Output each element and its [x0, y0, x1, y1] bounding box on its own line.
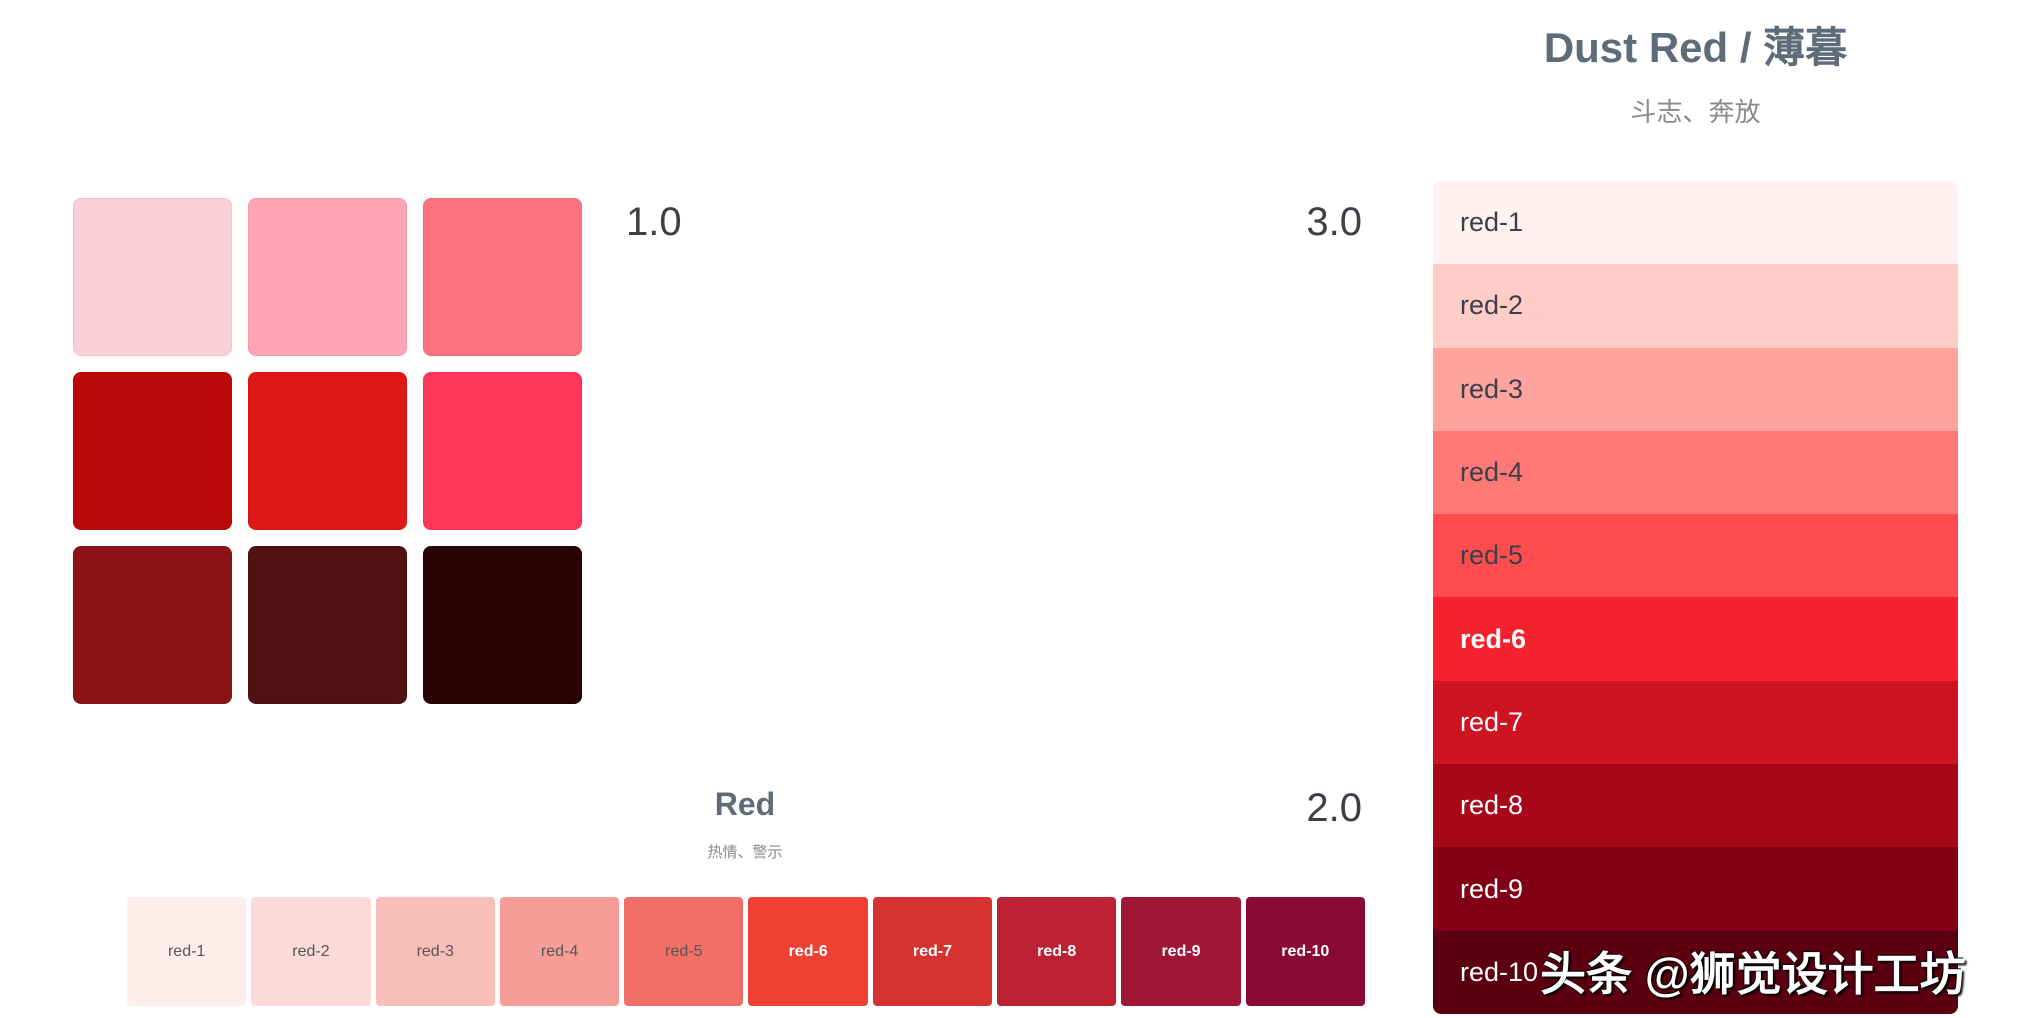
red-section-title: Red: [714, 786, 776, 822]
swatch-label: red-3: [416, 942, 454, 960]
palette-subtitle: 斗志、奔放: [1630, 97, 1761, 127]
version-label-3: 3.0: [1306, 200, 1362, 244]
watermark: 头条 @狮觉设计工坊: [1540, 948, 1966, 1000]
swatch-label: red-2: [292, 942, 330, 960]
palette-row-label: red-7: [1460, 706, 1524, 737]
palette-row: red-2: [1433, 264, 1958, 348]
palette-row-label: red-1: [1460, 207, 1524, 238]
swatch: red-1: [127, 897, 247, 1006]
red-swatch-strip: red-1 red-2 red-3 red-4 red-5 red-6 red-…: [127, 897, 1365, 1006]
swatch: red-9: [1121, 897, 1241, 1006]
swatch-label: red-1: [167, 942, 206, 960]
swatch-label: red-4: [540, 942, 579, 960]
color-square: [73, 372, 232, 530]
palette-row-label: red-4: [1460, 457, 1524, 488]
palette-row: red-5: [1433, 514, 1958, 598]
swatch: red-4: [499, 897, 620, 1006]
palette-row-primary: red-6: [1433, 597, 1958, 681]
swatch-label: red-6: [788, 942, 828, 960]
swatch: red-3: [375, 897, 495, 1006]
color-square: [423, 372, 582, 530]
swatch: red-6: [748, 897, 868, 1006]
swatch-label: red-5: [665, 942, 703, 960]
palette-row: red-9: [1433, 847, 1958, 931]
color-square: [248, 198, 407, 356]
palette-row-label: red-2: [1460, 290, 1524, 321]
swatch: red-7: [872, 897, 993, 1006]
palette-row-label: red-8: [1460, 790, 1524, 821]
palette-row-label: red-9: [1460, 873, 1524, 904]
version-label-2: 2.0: [1306, 786, 1362, 830]
palette-row-label: red-3: [1460, 373, 1524, 404]
version-label-1: 1.0: [626, 200, 682, 244]
color-square: [423, 546, 582, 704]
palette-row-label: red-10: [1460, 956, 1539, 987]
swatch: red-8: [997, 897, 1117, 1006]
color-square: [73, 546, 232, 704]
palette-title: Dust Red / 薄暮: [1543, 24, 1848, 71]
swatch: red-10: [1245, 897, 1365, 1006]
palette-row-label: red-6: [1460, 623, 1527, 654]
swatch-label: red-8: [1037, 942, 1077, 960]
color-square: [73, 198, 232, 356]
swatch-label: red-7: [912, 942, 952, 960]
palette-row: red-4: [1433, 430, 1958, 515]
color-square: [423, 198, 582, 356]
palette-row-label: red-5: [1460, 540, 1524, 571]
color-square: [248, 546, 407, 704]
red-section-subtitle: 热情、警示: [707, 844, 783, 861]
swatch: red-2: [251, 897, 371, 1006]
palette-row: red-3: [1433, 347, 1958, 431]
palette-row: red-8: [1433, 764, 1958, 848]
swatch-label: red-10: [1281, 942, 1330, 960]
color-square-grid: [73, 198, 582, 704]
palette-row: red-7: [1433, 680, 1958, 765]
palette-row: red-10: [1433, 930, 1958, 1014]
palette-row: red-1: [1433, 181, 1958, 265]
dust-red-palette-list: red-1 red-2 red-3 red-4 red-5 red-6 red-…: [1433, 181, 1958, 1014]
swatch: red-5: [624, 897, 744, 1006]
swatch-label: red-9: [1161, 942, 1201, 960]
color-square: [248, 372, 407, 530]
